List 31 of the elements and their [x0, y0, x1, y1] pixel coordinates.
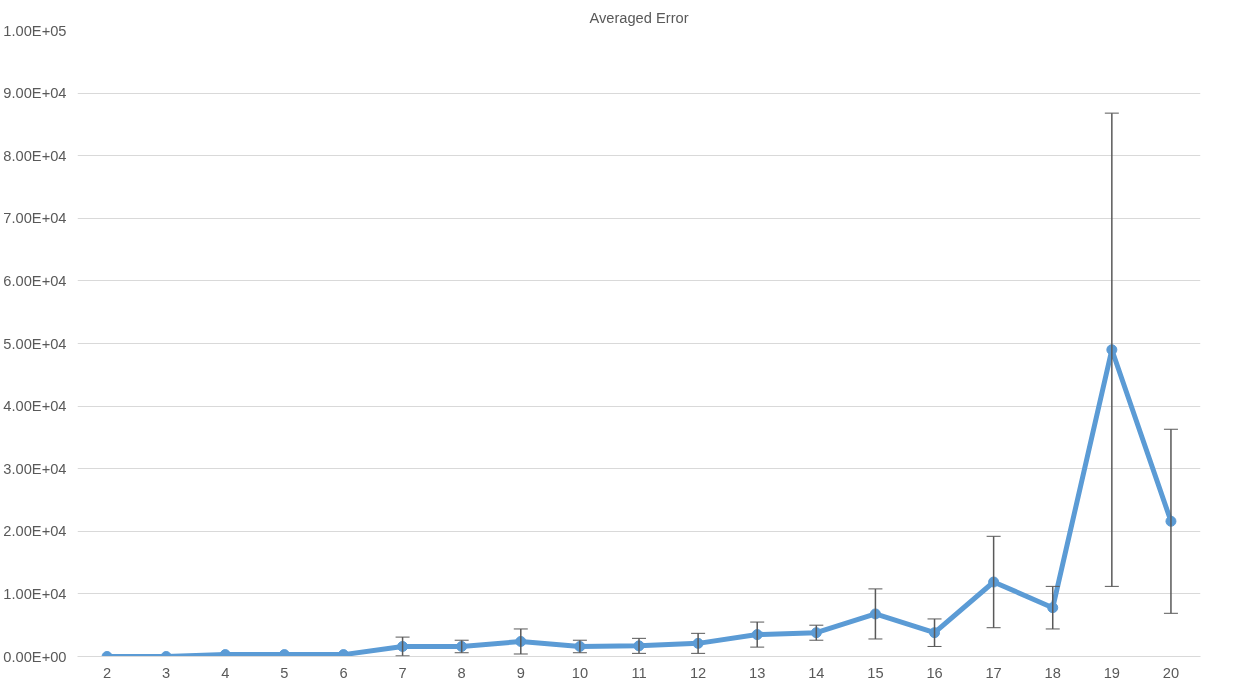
- y-tick-label: 5.00E+04: [3, 335, 67, 352]
- x-tick-label: 20: [1162, 664, 1180, 681]
- y-tick-label: 0.00E+00: [3, 648, 67, 665]
- y-tick-label: 6.00E+04: [3, 272, 67, 289]
- chart-title: Averaged Error: [589, 9, 689, 26]
- x-tick-label: 10: [571, 664, 589, 681]
- x-tick-label: 13: [749, 664, 766, 681]
- x-tick-label: 14: [808, 664, 825, 681]
- x-tick-label: 9: [516, 664, 525, 681]
- y-tick-label: 1.00E+05: [3, 22, 67, 39]
- x-tick-label: 19: [1103, 664, 1120, 681]
- y-tick-label: 1.00E+04: [3, 585, 67, 602]
- x-tick-label: 5: [280, 664, 289, 681]
- y-tick-label: 9.00E+04: [3, 85, 67, 102]
- x-tick-label: 4: [221, 664, 230, 681]
- y-tick-label: 3.00E+04: [3, 460, 67, 477]
- x-tick-label: 2: [102, 664, 112, 681]
- x-tick-label: 7: [398, 664, 407, 681]
- x-tick-label: 15: [867, 664, 884, 681]
- y-tick-label: 8.00E+04: [3, 147, 67, 164]
- y-tick-label: 2.00E+04: [3, 523, 67, 540]
- x-tick-label: 17: [985, 664, 1002, 681]
- x-tick-label: 6: [339, 664, 348, 681]
- x-tick-label: 18: [1044, 664, 1061, 681]
- x-tick-label: 12: [689, 664, 707, 681]
- x-tick-label: 11: [631, 664, 647, 681]
- y-tick-label: 4.00E+04: [3, 398, 67, 415]
- y-tick-label: 7.00E+04: [3, 210, 67, 227]
- x-tick-label: 8: [457, 664, 466, 681]
- x-tick-label: 3: [162, 664, 171, 681]
- x-tick-label: 16: [926, 664, 943, 681]
